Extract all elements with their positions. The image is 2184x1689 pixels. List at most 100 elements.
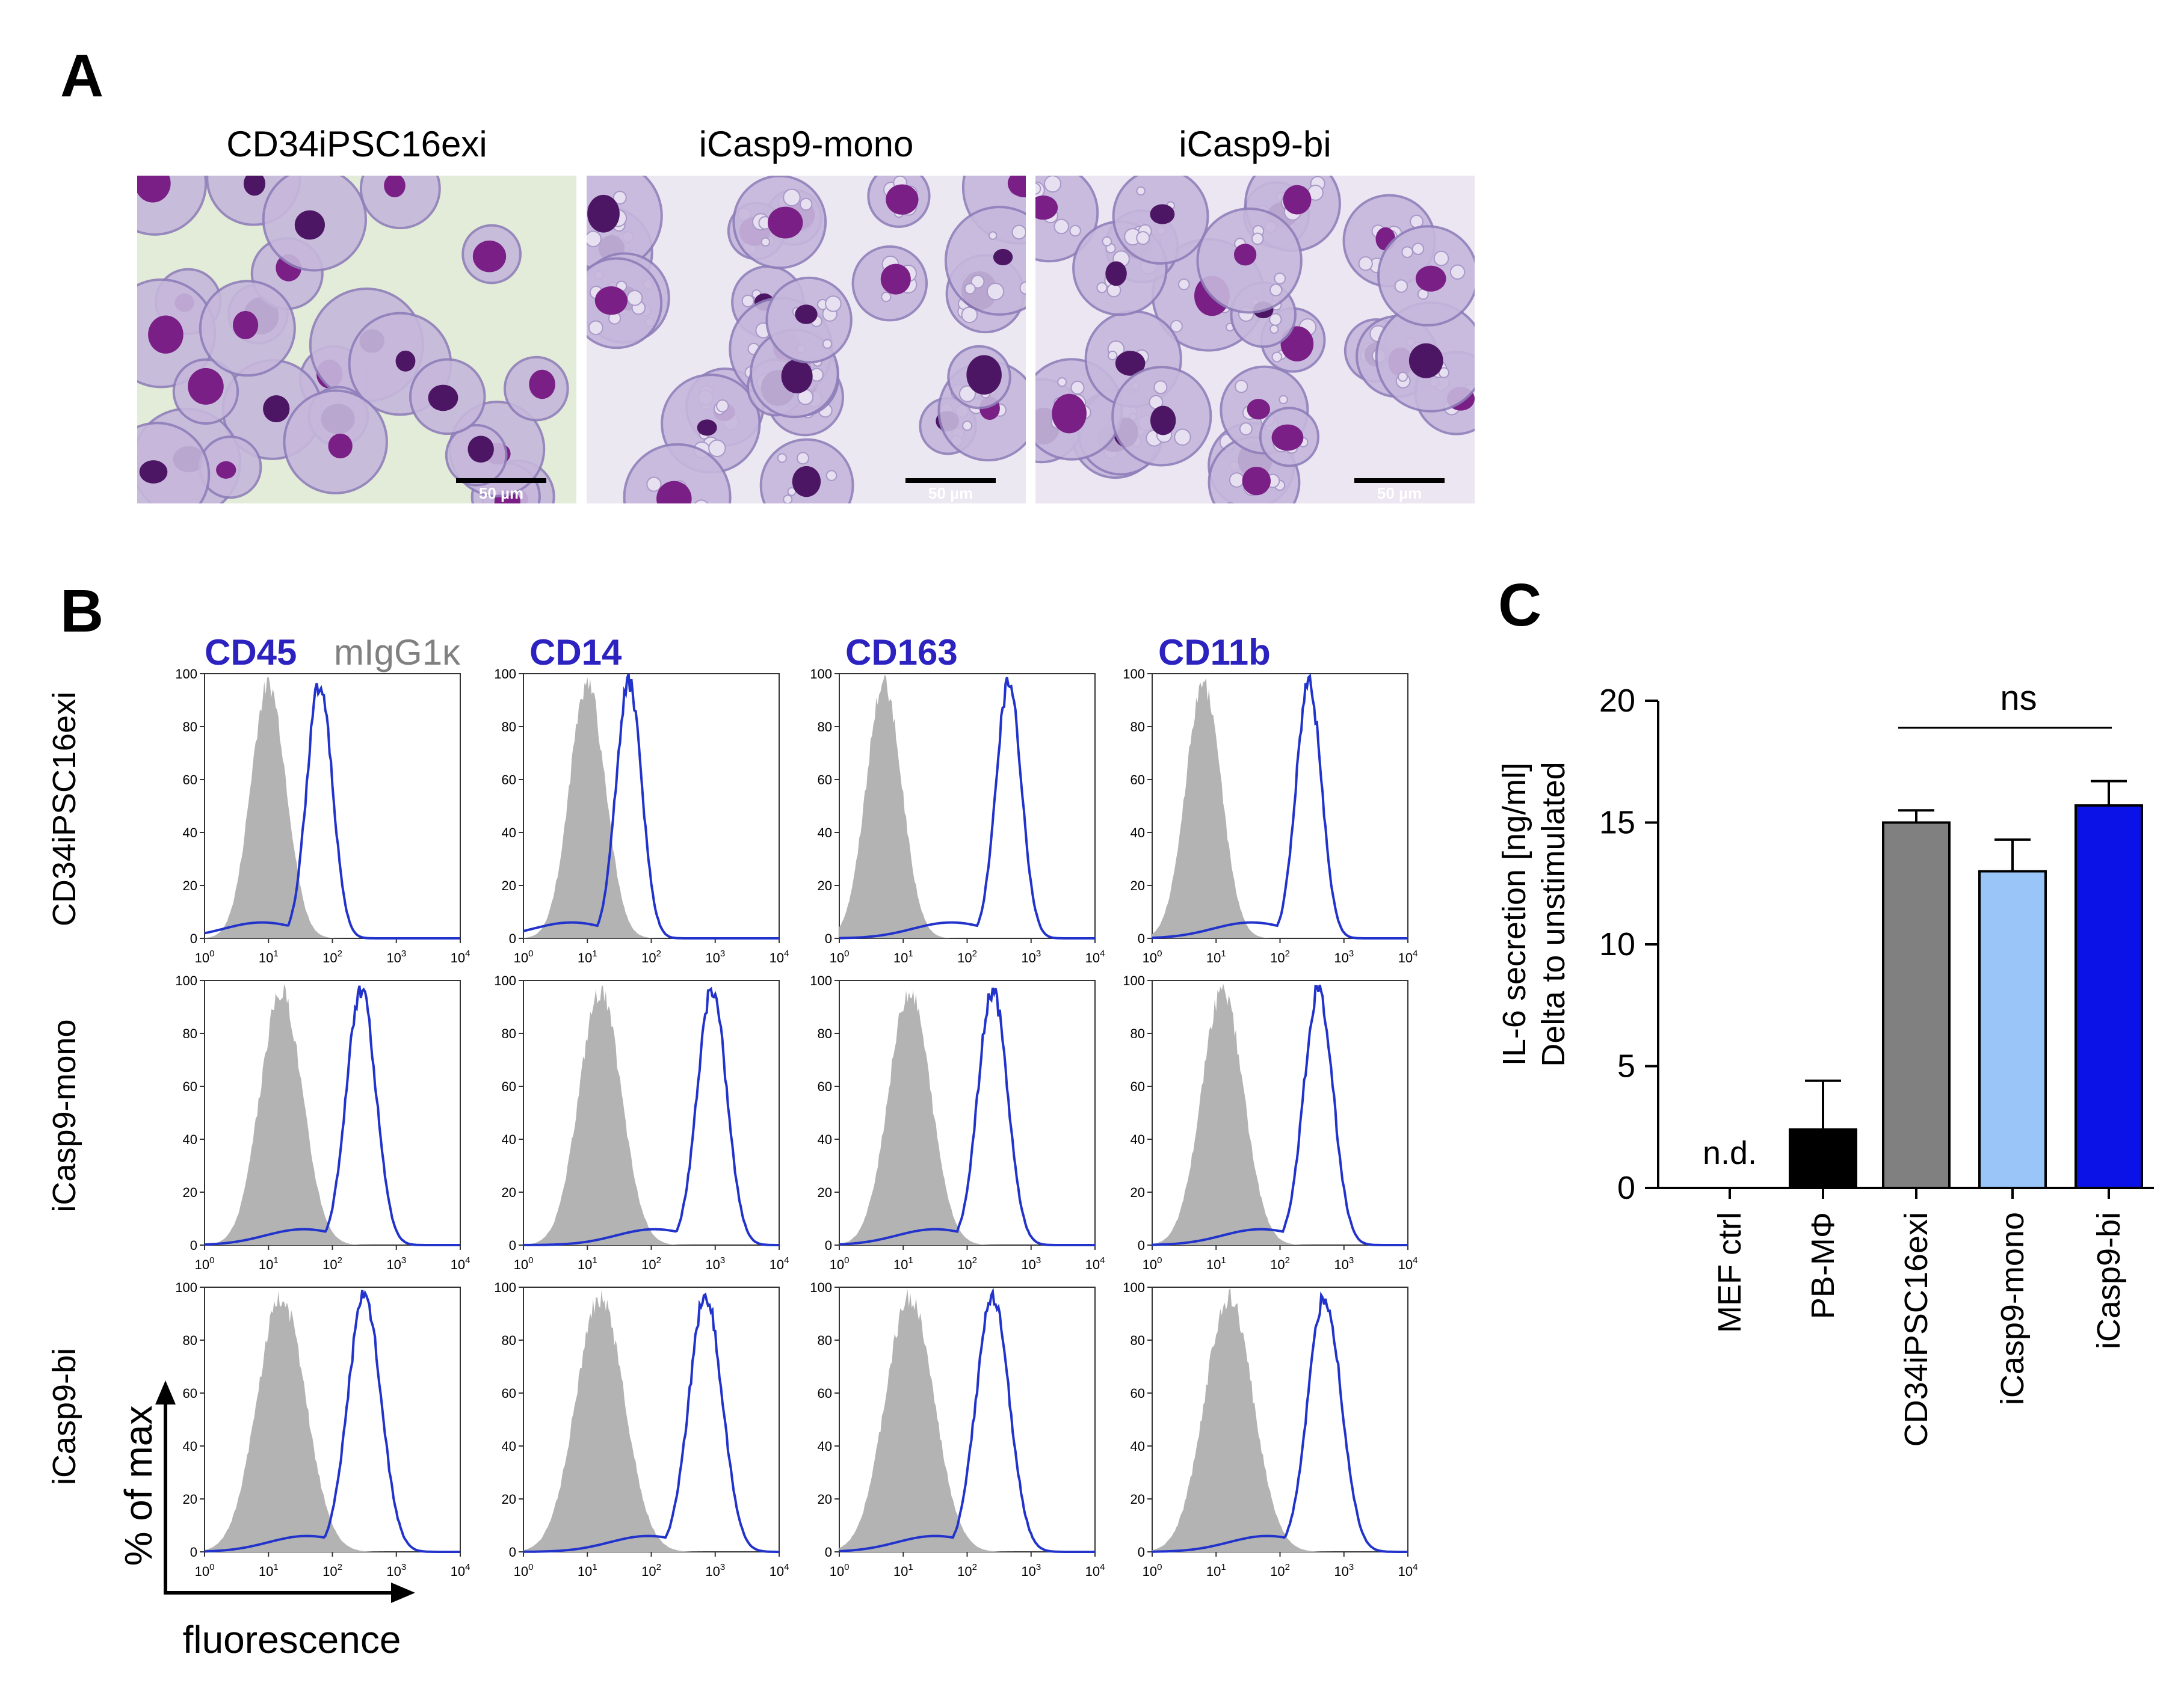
vacuole bbox=[716, 399, 729, 413]
y-tick-label: 0 bbox=[190, 931, 197, 946]
y-tick-label: 80 bbox=[183, 1333, 197, 1348]
isotype-histogram bbox=[523, 677, 779, 938]
x-tick-label: 103 bbox=[1021, 1562, 1041, 1579]
vacuole bbox=[822, 339, 833, 349]
y-tick-label: 60 bbox=[818, 1079, 832, 1094]
vacuole bbox=[998, 153, 1006, 161]
vacuole bbox=[988, 231, 998, 240]
vacuole bbox=[665, 513, 673, 521]
x-tick-label: 101 bbox=[1206, 1562, 1226, 1579]
annotation-not-detected: n.d. bbox=[1703, 1135, 1757, 1171]
x-tick-label: 104 bbox=[1085, 1255, 1105, 1272]
y-tick-label: 100 bbox=[175, 1280, 197, 1295]
isotype-histogram bbox=[839, 674, 1095, 938]
vacuole bbox=[1017, 153, 1025, 161]
y-axis-arrowhead bbox=[155, 1380, 176, 1404]
stain-histogram bbox=[205, 1290, 460, 1553]
vacuole bbox=[1136, 231, 1150, 245]
nucleus bbox=[594, 286, 628, 315]
x-tick-label: 100 bbox=[514, 1562, 534, 1579]
x-tick-label: 102 bbox=[957, 1562, 977, 1579]
y-tick-label: 0 bbox=[1138, 1238, 1145, 1253]
nucleus bbox=[1247, 399, 1270, 420]
vacuole bbox=[1229, 472, 1245, 488]
stain-histogram bbox=[839, 1287, 1095, 1553]
y-tick-label: 0 bbox=[190, 1238, 197, 1253]
nucleus bbox=[966, 355, 1002, 395]
x-tick-label: 103 bbox=[1334, 1562, 1354, 1579]
y-tick-label: 20 bbox=[818, 1492, 832, 1507]
isotype-histogram bbox=[205, 677, 460, 938]
isotype-histogram bbox=[1152, 1288, 1408, 1552]
y-tick-label: 100 bbox=[494, 666, 516, 681]
y-tick-label: 100 bbox=[1123, 973, 1145, 988]
y-tick-label: 60 bbox=[818, 772, 832, 787]
y-tick-label: 60 bbox=[183, 772, 197, 787]
x-tick-label: 101 bbox=[578, 1255, 597, 1272]
histogram-iCasp9-bi-CD45: 0 20 40 60 80 100 100 101 102 103 104 bbox=[175, 1280, 470, 1579]
vacuole bbox=[1411, 242, 1425, 255]
vacuole bbox=[800, 197, 813, 211]
nucleus bbox=[467, 435, 494, 463]
x-tick-label: 100 bbox=[830, 949, 850, 965]
micrograph-title-1: CD34iPSC16exi bbox=[226, 124, 487, 164]
x-tick-label: 100 bbox=[1143, 949, 1162, 965]
vacuole bbox=[1274, 272, 1286, 285]
vacuole bbox=[961, 306, 978, 324]
nucleus bbox=[1105, 261, 1127, 286]
y-tick-label: 100 bbox=[810, 973, 832, 988]
x-tick-label: 102 bbox=[641, 949, 661, 965]
marker-header-cd163: CD163 bbox=[845, 632, 958, 672]
x-tick-label: 103 bbox=[1021, 1255, 1041, 1272]
vacuole bbox=[1438, 367, 1449, 378]
y-tick-label: 100 bbox=[175, 973, 197, 988]
vacuole bbox=[986, 282, 1005, 301]
stain-histogram bbox=[1152, 1291, 1408, 1553]
cell bbox=[359, 176, 441, 230]
histogram-iCasp9-mono-CD45: 0 20 40 60 80 100 100 101 102 103 104 bbox=[175, 973, 470, 1272]
y-tick-label: 0 bbox=[825, 931, 832, 946]
y-tick-label: 80 bbox=[818, 719, 832, 734]
vacuole bbox=[812, 508, 822, 518]
y-tick-label: 20 bbox=[183, 878, 197, 893]
histogram-CD34iPSC16exi-CD14: 0 20 40 60 80 100 100 101 102 103 104 bbox=[494, 666, 789, 965]
x-tick-label: 104 bbox=[451, 1562, 470, 1579]
nucleus bbox=[529, 369, 555, 399]
bar-iCasp9-mono bbox=[1978, 870, 2047, 1189]
nucleus bbox=[1271, 424, 1304, 451]
x-tick-label: 101 bbox=[1206, 1255, 1226, 1272]
vacuole bbox=[1014, 159, 1026, 171]
histogram-iCasp9-mono-CD11b: 0 20 40 60 80 100 100 101 102 103 104 bbox=[1123, 973, 1417, 1272]
vacuole bbox=[797, 452, 809, 465]
y-tick-label: 40 bbox=[183, 1439, 197, 1454]
x-tick-label: 104 bbox=[1398, 1562, 1418, 1579]
vacuole bbox=[783, 494, 793, 503]
x-tick-label: 101 bbox=[259, 949, 279, 965]
y-tick-label: 0 bbox=[825, 1545, 832, 1560]
vacuole bbox=[1239, 422, 1253, 435]
vacuole bbox=[1269, 324, 1279, 334]
vacuole bbox=[694, 499, 709, 503]
vacuole bbox=[787, 487, 797, 496]
histogram-iCasp9-mono-CD14: 0 20 40 60 80 100 100 101 102 103 104 bbox=[494, 973, 789, 1272]
vacuole bbox=[1394, 279, 1408, 293]
vacuole bbox=[1226, 502, 1234, 503]
vacuole bbox=[708, 439, 726, 457]
x-tick-label: 104 bbox=[1085, 1562, 1105, 1579]
vacuole bbox=[653, 509, 665, 521]
y-tick-label: 0 bbox=[825, 1238, 832, 1253]
x-tick-label: 102 bbox=[641, 1562, 661, 1579]
nucleus bbox=[188, 368, 224, 405]
isotype-histogram bbox=[1152, 983, 1408, 1245]
vacuole bbox=[1449, 264, 1466, 280]
y-tick-label: 60 bbox=[183, 1079, 197, 1094]
micrograph-cells bbox=[137, 176, 569, 503]
nucleus bbox=[243, 176, 266, 196]
y-tick-label: 40 bbox=[818, 1132, 832, 1147]
vacuole bbox=[964, 283, 976, 295]
x-tick-label: 102 bbox=[1270, 949, 1290, 965]
scale-bar bbox=[456, 478, 546, 483]
y-tick-label: 20 bbox=[1131, 1492, 1145, 1507]
y-tick-label: 80 bbox=[818, 1333, 832, 1348]
